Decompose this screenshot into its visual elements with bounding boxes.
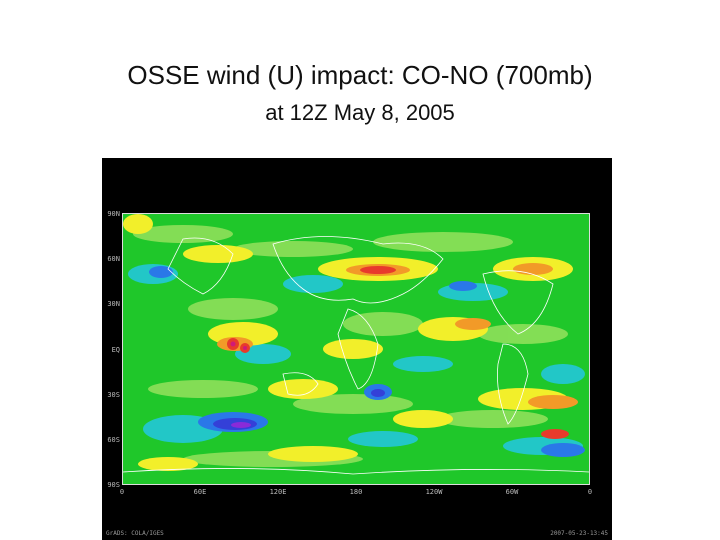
band	[478, 324, 568, 344]
lat-label-60n: 60N	[107, 255, 120, 263]
lat-label-60s: 60S	[107, 436, 120, 444]
lon-label-0-east: 0	[587, 488, 593, 496]
lon-label-120e: 120E	[269, 488, 287, 496]
contour	[513, 263, 553, 275]
australia-outline	[282, 372, 319, 396]
slide-subtitle: at 12Z May 8, 2005	[265, 100, 455, 125]
contour	[541, 364, 585, 384]
band	[188, 298, 278, 320]
north-america-outline	[167, 237, 234, 295]
contour	[393, 410, 453, 428]
contour	[449, 281, 477, 291]
lat-label-90s: 90S	[107, 481, 120, 489]
light-bands	[133, 225, 568, 467]
contour	[268, 379, 338, 399]
contour	[360, 266, 396, 274]
lat-label-30n: 30N	[107, 300, 120, 308]
americas-outline-east	[482, 270, 554, 335]
lat-label-30s: 30S	[107, 391, 120, 399]
lon-label-60e: 60E	[193, 488, 207, 496]
contour	[323, 339, 383, 359]
contour	[541, 429, 569, 439]
contour	[455, 318, 491, 330]
band	[343, 312, 423, 336]
contour	[183, 245, 253, 263]
lat-label-eq: EQ	[111, 346, 120, 354]
contour	[528, 395, 578, 409]
lon-label-180: 180	[349, 488, 363, 496]
lon-label-60w: 60W	[505, 488, 519, 496]
contour	[283, 275, 343, 293]
contour	[393, 356, 453, 372]
lon-label-0: 0	[119, 488, 125, 496]
contour	[243, 346, 247, 350]
contour	[348, 431, 418, 447]
africa-outline	[337, 308, 379, 390]
contour	[149, 266, 173, 278]
positive-max-contours	[230, 341, 247, 350]
contour	[541, 443, 585, 457]
plot-timestamp: 2007-05-23-13:45	[550, 530, 608, 537]
lon-label-120w: 120W	[425, 488, 443, 496]
map-figure: 90N 60N 30N EQ 30S 60S 90S	[102, 158, 612, 540]
band	[373, 232, 513, 252]
negative-max-contours	[231, 422, 251, 428]
negative-low-contours	[128, 264, 585, 455]
wind-impact-map	[122, 213, 590, 485]
coastlines	[123, 236, 589, 475]
contour	[371, 389, 385, 397]
contour	[268, 446, 358, 462]
antarctica-outline	[123, 468, 589, 475]
band	[438, 410, 548, 428]
lat-label-90n: 90N	[107, 210, 120, 218]
band	[233, 241, 353, 257]
band	[133, 225, 233, 243]
contour	[138, 457, 198, 471]
contour	[231, 422, 251, 428]
eurasia-outline	[272, 236, 444, 304]
slide-title: OSSE wind (U) impact: CO-NO (700mb)	[127, 60, 593, 90]
contour	[230, 341, 236, 347]
south-america-outline	[497, 343, 529, 425]
band	[148, 380, 258, 398]
grads-credit: GrADS: COLA/IGES	[106, 530, 164, 537]
contour	[123, 214, 153, 234]
